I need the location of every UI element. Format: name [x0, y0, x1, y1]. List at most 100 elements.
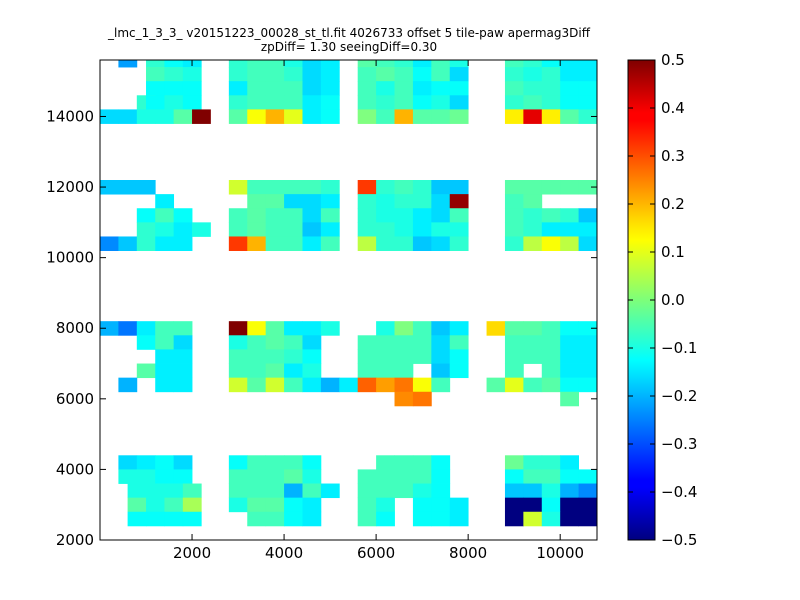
- heatmap-cell: [504, 236, 524, 251]
- heatmap-cell: [449, 208, 469, 223]
- heatmap-cell: [265, 321, 285, 336]
- heatmap-cell: [284, 321, 303, 336]
- heatmap-cell: [228, 236, 248, 251]
- heatmap-cell: [376, 511, 395, 527]
- heatmap-cell: [173, 377, 193, 393]
- heatmap-cell: [247, 194, 267, 209]
- heatmap-cell: [431, 81, 451, 96]
- heatmap-cell: [449, 95, 469, 110]
- heatmap-cell: [155, 469, 175, 484]
- heatmap-cell: [412, 377, 432, 393]
- heatmap-cell: [182, 497, 202, 513]
- heatmap-cell: [560, 67, 579, 82]
- heatmap-cell: [523, 483, 543, 499]
- heatmap-cell: [265, 109, 285, 124]
- heatmap-cell: [578, 363, 598, 379]
- heatmap-cell: [228, 67, 248, 82]
- colorbar-tick-label: 0.3: [661, 147, 685, 165]
- x-tick-label: 10000: [536, 544, 584, 562]
- heatmap-cell: [320, 321, 340, 336]
- heatmap-cell: [523, 208, 543, 223]
- colorbar-tick-label: −0.3: [661, 435, 697, 453]
- heatmap-cell: [376, 349, 395, 364]
- heatmap-cell: [155, 321, 175, 336]
- heatmap-cell: [265, 363, 285, 379]
- heatmap-cell: [541, 497, 561, 513]
- heatmap-cell: [412, 60, 432, 68]
- heatmap-cell: [523, 109, 543, 124]
- heatmap-cell: [284, 95, 303, 110]
- heatmap-cell: [412, 511, 432, 527]
- colorbar-ticks: 0.5 0.4 0.3 0.2 0.1 0.0 −0.1 −0.2 −0.3 −0.4 −0.5: [628, 51, 697, 549]
- heatmap-cell: [265, 236, 285, 251]
- heatmap-cell: [118, 377, 138, 393]
- heatmap-cell: [504, 455, 524, 470]
- heatmap-cell: [541, 236, 561, 251]
- heatmap-cell: [357, 483, 377, 499]
- heatmap-cell: [394, 67, 414, 82]
- heatmap-cell: [284, 483, 303, 499]
- heatmap-cell: [320, 180, 340, 195]
- heatmap-cell: [173, 236, 193, 251]
- heatmap-cell: [394, 109, 414, 124]
- colorbar-tick-label: −0.1: [661, 339, 697, 357]
- heatmap-cell: [449, 363, 469, 379]
- heatmap-cell: [302, 335, 322, 350]
- heatmap-cell: [523, 455, 543, 470]
- heatmap-cell: [155, 335, 175, 350]
- heatmap-cell: [504, 377, 524, 393]
- heatmap-cell: [578, 377, 598, 393]
- heatmap-cell: [136, 109, 156, 124]
- heatmap-cell: [302, 81, 322, 96]
- heatmap-cell: [523, 349, 543, 364]
- heatmap-cell: [541, 222, 561, 237]
- heatmap-cell: [265, 208, 285, 223]
- heatmap-cell: [357, 363, 377, 379]
- heatmap-cell: [486, 377, 506, 393]
- heatmap-cell: [578, 469, 598, 484]
- heatmap-cell: [284, 455, 303, 470]
- heatmap-cell: [449, 236, 469, 251]
- heatmap-cell: [164, 67, 184, 82]
- heatmap-cell: [228, 180, 248, 195]
- heatmap-cell: [357, 377, 377, 393]
- heatmap-cell: [523, 497, 543, 513]
- heatmap-cell: [376, 236, 395, 251]
- heatmap-cell: [449, 335, 469, 350]
- heatmap-cell: [118, 236, 138, 251]
- heatmap-cell: [136, 236, 156, 251]
- heatmap-cell: [302, 236, 322, 251]
- heatmap-cell: [136, 180, 156, 195]
- heatmap-cell: [173, 321, 193, 336]
- heatmap-cell: [504, 222, 524, 237]
- heatmap-cell: [265, 60, 285, 68]
- heatmap-cell: [302, 67, 322, 82]
- heatmap-cell: [560, 377, 579, 393]
- heatmap-cell: [182, 95, 202, 110]
- heatmap-cell: [118, 109, 138, 124]
- heatmap-cell: [523, 81, 543, 96]
- heatmap-cell: [100, 180, 119, 195]
- heatmap-cell: [376, 109, 395, 124]
- heatmap-cell: [284, 194, 303, 209]
- heatmap-cell: [302, 363, 322, 379]
- heatmap-cell: [192, 109, 211, 124]
- colorbar-tick-label: 0.0: [661, 291, 685, 309]
- heatmap-cell: [247, 497, 267, 513]
- heatmap-cell: [265, 511, 285, 527]
- heatmap-cell: [284, 109, 303, 124]
- heatmap-cell: [560, 497, 579, 513]
- heatmap-cell: [164, 60, 184, 68]
- heatmap-cell: [412, 321, 432, 336]
- heatmap-cell: [394, 335, 414, 350]
- heatmap-cell: [376, 67, 395, 82]
- heatmap-cell: [302, 455, 322, 470]
- x-tick-label: 2000: [173, 544, 211, 562]
- heatmap-cell: [228, 363, 248, 379]
- heatmap-cell: [265, 455, 285, 470]
- heatmap-cell: [320, 194, 340, 209]
- heatmap-cell: [320, 60, 340, 68]
- heatmap-cell: [394, 391, 414, 407]
- heatmap-cell: [504, 60, 524, 68]
- heatmap-cell: [376, 335, 395, 350]
